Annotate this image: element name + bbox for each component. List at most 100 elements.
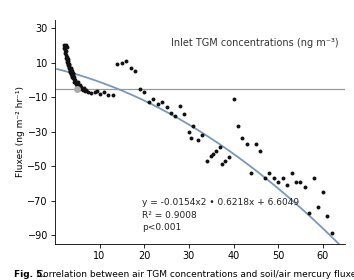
Point bbox=[66, 62, 72, 67]
Point bbox=[70, 74, 75, 79]
Point bbox=[70, 76, 76, 80]
Point bbox=[64, 54, 70, 59]
Point bbox=[69, 73, 75, 77]
Point bbox=[128, 66, 133, 70]
Point bbox=[64, 58, 70, 62]
Point bbox=[73, 80, 78, 85]
Point bbox=[66, 65, 72, 69]
Point bbox=[72, 78, 78, 83]
Point bbox=[64, 49, 69, 54]
Point bbox=[92, 90, 98, 94]
Point bbox=[82, 89, 88, 93]
Point bbox=[155, 102, 160, 106]
Point bbox=[293, 179, 299, 184]
Point bbox=[63, 43, 69, 48]
Point bbox=[78, 83, 83, 87]
Point bbox=[217, 145, 223, 149]
Point bbox=[195, 138, 201, 143]
Point bbox=[75, 80, 80, 85]
Point bbox=[190, 124, 196, 129]
Point bbox=[69, 73, 74, 78]
Point bbox=[70, 73, 76, 78]
Text: y = -0.0154x2 • 0.6218x + 6.6049
R² = 0.9008
p<0.001: y = -0.0154x2 • 0.6218x + 6.6049 R² = 0.… bbox=[142, 199, 299, 232]
Point bbox=[137, 86, 143, 91]
Point bbox=[74, 83, 80, 87]
Point bbox=[65, 63, 71, 67]
Point bbox=[132, 69, 138, 74]
Point bbox=[298, 179, 303, 184]
Point bbox=[150, 97, 156, 101]
Point bbox=[325, 214, 330, 218]
Point bbox=[66, 66, 72, 70]
Point bbox=[209, 153, 214, 158]
Point bbox=[68, 68, 73, 73]
Point bbox=[76, 85, 81, 90]
Point bbox=[81, 85, 87, 90]
Point bbox=[67, 66, 73, 71]
Point bbox=[110, 92, 116, 97]
Point bbox=[101, 90, 107, 94]
Text: Fig. 5.: Fig. 5. bbox=[14, 270, 46, 279]
Point bbox=[68, 66, 74, 71]
Point bbox=[74, 84, 80, 88]
Point bbox=[64, 60, 70, 64]
Point bbox=[240, 136, 245, 141]
Point bbox=[262, 176, 268, 180]
Point bbox=[95, 89, 100, 93]
Point bbox=[307, 210, 312, 215]
Point bbox=[164, 105, 169, 110]
Point bbox=[177, 104, 183, 108]
Point bbox=[71, 75, 77, 80]
Point bbox=[68, 72, 74, 76]
Point bbox=[253, 141, 259, 146]
Point bbox=[71, 80, 77, 84]
Point bbox=[302, 185, 308, 189]
Point bbox=[159, 100, 165, 104]
Point bbox=[65, 61, 71, 66]
Point bbox=[69, 75, 75, 80]
Point bbox=[315, 205, 321, 210]
Y-axis label: Fluxes (ng m⁻² hr⁻¹): Fluxes (ng m⁻² hr⁻¹) bbox=[16, 86, 25, 177]
Point bbox=[69, 71, 74, 75]
Point bbox=[105, 93, 111, 98]
Point bbox=[226, 155, 232, 160]
Point bbox=[76, 86, 82, 91]
Point bbox=[67, 63, 72, 67]
Point bbox=[65, 57, 70, 62]
Point bbox=[61, 46, 67, 50]
Point bbox=[70, 72, 76, 76]
Point bbox=[320, 190, 326, 194]
Point bbox=[79, 87, 85, 92]
Point bbox=[71, 77, 76, 81]
Point bbox=[65, 59, 71, 63]
Point bbox=[67, 67, 73, 72]
Point bbox=[280, 176, 285, 180]
Point bbox=[284, 183, 290, 187]
Point bbox=[97, 92, 102, 96]
Text: Correlation between air TGM concentrations and soil/air mercury fluxes.: Correlation between air TGM concentratio… bbox=[34, 270, 354, 279]
Point bbox=[222, 159, 227, 163]
Point bbox=[141, 90, 147, 94]
Point bbox=[204, 159, 210, 163]
Point bbox=[213, 148, 218, 153]
Point bbox=[69, 69, 75, 74]
Point bbox=[68, 70, 73, 74]
Point bbox=[173, 114, 178, 118]
Point bbox=[267, 171, 272, 175]
Point bbox=[249, 171, 254, 175]
Point bbox=[61, 43, 67, 48]
Point bbox=[73, 81, 79, 86]
Text: Inlet TGM concentrations (ng m⁻³): Inlet TGM concentrations (ng m⁻³) bbox=[171, 38, 339, 48]
Point bbox=[80, 88, 86, 92]
Point bbox=[68, 66, 74, 70]
Point bbox=[86, 90, 91, 94]
Point bbox=[289, 171, 295, 175]
Point bbox=[72, 78, 78, 82]
Point bbox=[219, 162, 225, 167]
Point bbox=[182, 112, 187, 116]
Point bbox=[63, 53, 68, 57]
Point bbox=[235, 124, 241, 129]
Point bbox=[257, 148, 263, 153]
Point bbox=[211, 152, 216, 156]
Point bbox=[78, 85, 84, 89]
